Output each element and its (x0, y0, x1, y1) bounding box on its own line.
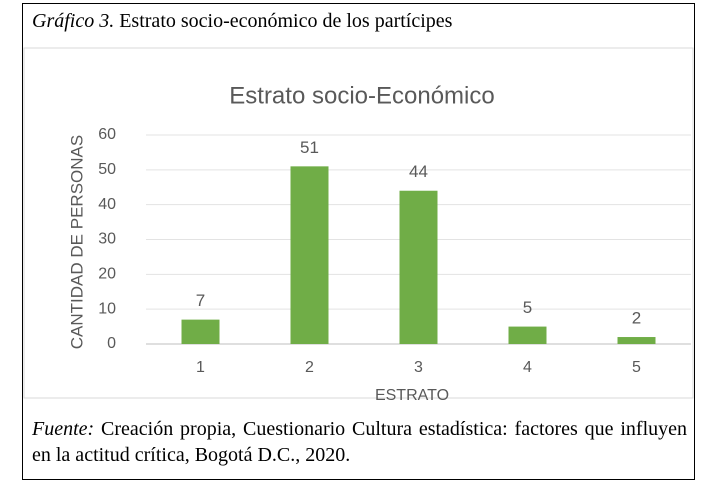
document-frame (22, 3, 695, 480)
source-label: Fuente: (32, 418, 95, 440)
y-tick-label: 40 (98, 196, 116, 213)
chart-border (23, 47, 694, 399)
bar (290, 166, 329, 344)
y-tick-label: 20 (98, 266, 116, 283)
bar (181, 319, 220, 344)
chart-title: Estrato socio-Económico (229, 82, 494, 109)
data-label: 51 (300, 138, 319, 157)
x-tick-label: 2 (305, 359, 314, 376)
y-tick-label: 10 (98, 300, 116, 317)
caption: Gráfico 3. Estrato socio-económico de lo… (32, 10, 452, 33)
data-label: 2 (632, 309, 641, 328)
bar (399, 190, 438, 344)
x-tick-label: 5 (632, 359, 641, 376)
y-tick-label: 30 (98, 231, 116, 248)
caption-text: Estrato socio-económico de los partícipe… (119, 10, 453, 32)
x-tick-label: 3 (414, 359, 423, 376)
caption-label: Gráfico 3. (32, 10, 115, 32)
x-tick-label: 1 (196, 359, 205, 376)
y-tick-label: 0 (107, 335, 116, 352)
y-tick-label: 60 (98, 126, 116, 143)
bar (617, 337, 656, 344)
data-label: 5 (523, 298, 532, 317)
y-axis-label: CANTIDAD DE PERSONAS (67, 135, 86, 349)
source: Fuente: Creación propia, Cuestionario Cu… (32, 416, 687, 468)
x-tick-label: 4 (523, 359, 532, 376)
bar (508, 326, 547, 344)
data-label: 7 (196, 291, 205, 310)
y-tick-label: 50 (98, 161, 116, 178)
source-text: Creación propia, Cuestionario Cultura es… (32, 418, 688, 466)
data-label: 44 (409, 162, 428, 181)
x-axis-label: ESTRATO (375, 387, 449, 404)
